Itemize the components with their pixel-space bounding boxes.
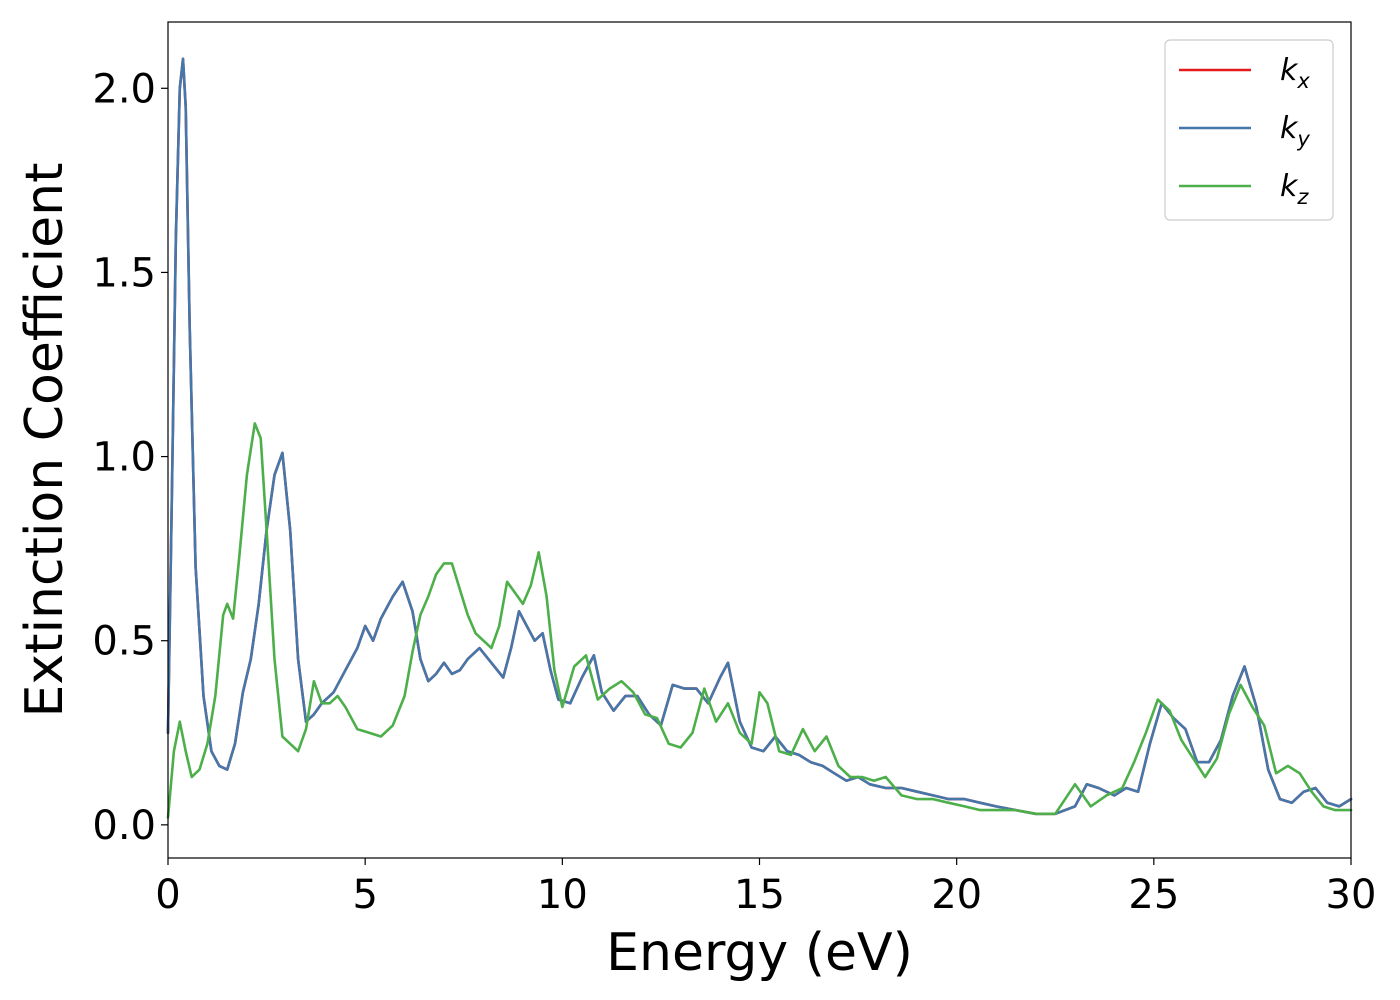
legend-box: [1164, 39, 1334, 221]
legend-label-kz: kz: [1280, 169, 1309, 209]
series-line-kz: [166, 422, 1353, 819]
series-line-ky: [166, 57, 1353, 816]
y-tick-label: 1.5: [92, 250, 156, 296]
legend-items: kx ky kz: [1179, 53, 1310, 209]
y-tick-label: 2.0: [92, 66, 156, 112]
y-axis-ticks: 0.0 0.5 1.0 1.5 2.0: [92, 66, 168, 849]
legend-label-kx: kx: [1280, 53, 1310, 93]
x-tick-label: 25: [1128, 872, 1179, 918]
legend: kx ky kz: [1164, 39, 1334, 221]
legend-label-ky: ky: [1280, 111, 1310, 151]
y-tick-label: 0.5: [92, 619, 156, 665]
x-axis-title: Energy (eV): [606, 923, 913, 983]
x-tick-label: 15: [734, 872, 785, 918]
plot-frame: [167, 21, 1352, 859]
y-axis-title: Extinction Coefficient: [15, 163, 75, 718]
x-axis-ticks: 0 5 10 15 20 25 30: [155, 858, 1376, 918]
x-tick-label: 0: [155, 872, 180, 918]
x-tick-label: 20: [931, 872, 982, 918]
x-tick-label: 5: [352, 872, 377, 918]
x-tick-label: 30: [1326, 872, 1377, 918]
x-tick-label: 10: [537, 872, 588, 918]
y-tick-label: 0.0: [92, 803, 156, 849]
series-layer: [166, 57, 1353, 819]
y-tick-label: 1.0: [92, 435, 156, 481]
